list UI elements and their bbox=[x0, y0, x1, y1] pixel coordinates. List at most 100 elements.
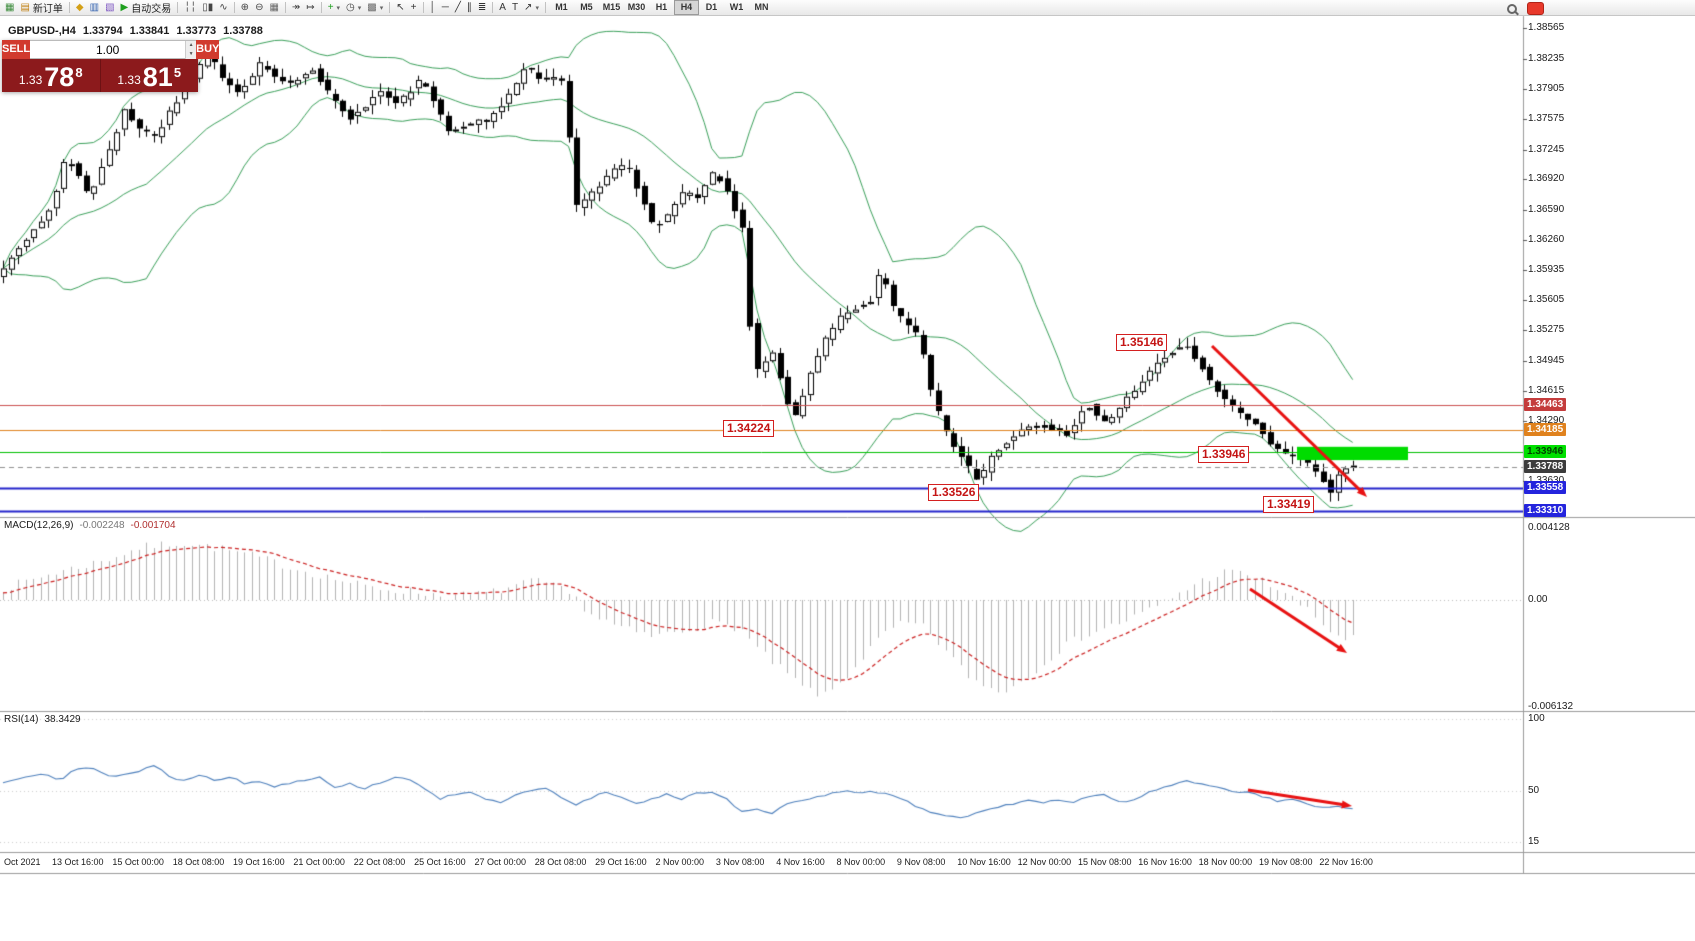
sell-price-base: 1.33 bbox=[18, 73, 43, 87]
date-tick: 2 Nov 00:00 bbox=[655, 857, 705, 867]
rsi-value: 38.3429 bbox=[44, 714, 81, 725]
templates-icon: ▩ bbox=[367, 1, 377, 13]
price-tick: 1.34945 bbox=[1528, 354, 1565, 366]
chart-ohlc-line: GBPUSD-,H4 1.33794 1.33841 1.33773 1.33788 bbox=[8, 25, 270, 37]
date-tick: 28 Oct 08:00 bbox=[534, 857, 587, 867]
fibonacci-button[interactable]: ≣ bbox=[475, 1, 489, 15]
price-axis: 1.38565 1.38235 1.37905 1.37575 1.37245 1.369… bbox=[1523, 16, 1695, 874]
sell-price-big: 78 bbox=[44, 62, 75, 92]
zoom-out-icon: ⊖ bbox=[255, 1, 264, 13]
crosshair-button[interactable]: + bbox=[408, 1, 420, 15]
arrows-tool-button[interactable]: ↗ ▾ bbox=[521, 1, 542, 15]
timeframe-mn-button[interactable]: MN bbox=[754, 2, 769, 12]
arrows-tool-icon: ↗ bbox=[524, 1, 533, 13]
sell-price[interactable]: 1.33 78 8 bbox=[2, 59, 101, 92]
autotrading-button[interactable]: ▶ 自动交易 bbox=[118, 1, 175, 16]
lot-increase-button[interactable]: ▲ bbox=[185, 41, 197, 50]
date-tick: 12 Nov 00:00 bbox=[1017, 857, 1072, 867]
timeframe-m15-button[interactable]: M15 bbox=[602, 2, 621, 12]
bar-chart-type-icon: ╎╎ bbox=[184, 1, 197, 13]
candlestick-chart-type-button[interactable]: ▯▮ bbox=[199, 1, 216, 15]
price-marker: 1.33310 bbox=[1524, 503, 1567, 517]
price-callout[interactable]: 1.33419 bbox=[1263, 496, 1315, 513]
text-button[interactable]: A bbox=[496, 1, 509, 15]
price-tick: 1.37575 bbox=[1528, 113, 1565, 125]
price-tick: 1.35605 bbox=[1528, 293, 1565, 305]
date-axis: Oct 2021 13 Oct 16:00 15 Oct 00:00 18 Oct 0… bbox=[0, 856, 1523, 872]
rsi-axis-label: 15 bbox=[1528, 835, 1540, 847]
toolbar-separator bbox=[492, 2, 494, 13]
date-tick: 15 Nov 08:00 bbox=[1077, 857, 1132, 867]
price-marker: 1.34185 bbox=[1524, 423, 1567, 437]
notification-badge[interactable] bbox=[1527, 2, 1544, 15]
timeframe-d1-button[interactable]: D1 bbox=[705, 2, 718, 12]
vertical-line-button[interactable]: │ bbox=[427, 1, 439, 15]
timeframe-m5-button[interactable]: M5 bbox=[580, 2, 593, 12]
sell-price-sup: 8 bbox=[75, 65, 83, 80]
lot-decrease-button[interactable]: ▼ bbox=[185, 50, 197, 59]
zoom-in-button[interactable]: ⊕ bbox=[238, 1, 252, 15]
timeframe-w1-button[interactable]: W1 bbox=[729, 2, 744, 12]
new-order-button[interactable]: ▤ 新订单 bbox=[17, 1, 65, 16]
navigator-icon: ▧ bbox=[105, 1, 115, 13]
cursor-button[interactable]: ↖ bbox=[393, 1, 407, 15]
price-callout[interactable]: 1.35146 bbox=[1116, 334, 1168, 351]
rsi-axis-label: 50 bbox=[1528, 785, 1540, 797]
cursor-icon: ↖ bbox=[396, 1, 405, 13]
price-tick: 1.38565 bbox=[1528, 22, 1565, 34]
lot-size-input[interactable] bbox=[30, 41, 186, 58]
chevron-down-icon: ▾ bbox=[336, 4, 341, 12]
auto-scroll-button[interactable]: ↠ bbox=[289, 1, 303, 15]
buy-price-base: 1.33 bbox=[117, 73, 141, 87]
date-tick: 15 Oct 00:00 bbox=[112, 857, 164, 867]
price-callout[interactable]: 1.34224 bbox=[723, 420, 775, 437]
candlestick-chart-type-icon: ▯▮ bbox=[202, 1, 214, 13]
macd-signal-value: -0.001704 bbox=[130, 520, 176, 531]
trendline-button[interactable]: ╱ bbox=[452, 1, 464, 15]
price-tick: 1.37245 bbox=[1528, 143, 1565, 155]
search-icon[interactable] bbox=[1506, 3, 1518, 15]
macd-main-value: -0.002248 bbox=[79, 520, 125, 531]
rsi-name: RSI(14) bbox=[4, 714, 39, 725]
timeframe-m1-button[interactable]: M1 bbox=[555, 2, 568, 12]
chart-shift-button[interactable]: ↦ bbox=[303, 1, 317, 15]
buy-price[interactable]: 1.33 81 5 bbox=[101, 59, 199, 92]
date-tick: 22 Nov 16:00 bbox=[1319, 857, 1373, 867]
new-order-icon: ▤ bbox=[20, 1, 30, 13]
zoom-out-button[interactable]: ⊖ bbox=[252, 1, 266, 15]
price-marker: 1.34463 bbox=[1524, 397, 1567, 411]
date-tick: 8 Nov 00:00 bbox=[836, 857, 886, 867]
navigator-button[interactable]: ▧ bbox=[102, 1, 117, 15]
timeframe-h4-button[interactable]: H4 bbox=[673, 0, 699, 15]
date-tick: 22 Oct 08:00 bbox=[353, 857, 406, 867]
charts-window-button[interactable]: ▦ bbox=[2, 1, 17, 15]
tile-windows-button[interactable]: ▦ bbox=[266, 1, 281, 15]
chart-shift-icon: ↦ bbox=[306, 1, 315, 13]
sell-button[interactable]: SELL bbox=[2, 40, 31, 59]
buy-button[interactable]: BUY bbox=[196, 40, 220, 59]
date-tick: 19 Oct 16:00 bbox=[233, 857, 285, 867]
indicators-button[interactable]: + ▾ bbox=[325, 1, 343, 15]
equidistant-channel-button[interactable]: ∥ bbox=[464, 1, 475, 15]
price-tick: 1.33630 bbox=[1528, 475, 1564, 486]
line-chart-type-button[interactable]: ∿ bbox=[216, 1, 230, 15]
bar-chart-type-button[interactable]: ╎╎ bbox=[181, 1, 199, 15]
date-tick: 27 Oct 00:00 bbox=[474, 857, 526, 867]
timeframe-h1-button[interactable]: H1 bbox=[655, 2, 668, 12]
price-callout[interactable]: 1.33526 bbox=[928, 484, 980, 501]
timeframe-m30-button[interactable]: M30 bbox=[627, 2, 646, 12]
horizontal-line-button[interactable]: ─ bbox=[439, 1, 452, 15]
text-label-button[interactable]: T bbox=[509, 1, 521, 15]
open-value: 1.33794 bbox=[82, 25, 123, 37]
close-value: 1.33788 bbox=[223, 25, 263, 37]
metaeditor-button[interactable]: ◆ bbox=[73, 1, 87, 15]
chevron-down-icon: ▾ bbox=[357, 4, 362, 12]
price-callout[interactable]: 1.33946 bbox=[1198, 446, 1250, 463]
templates-button[interactable]: ▩ ▾ bbox=[364, 1, 386, 15]
metaeditor-icon: ◆ bbox=[75, 1, 84, 13]
date-tick: 19 Nov 08:00 bbox=[1259, 857, 1313, 867]
periods-button[interactable]: ◷ ▾ bbox=[343, 1, 364, 15]
market-watch-button[interactable]: ▥ bbox=[87, 1, 102, 15]
